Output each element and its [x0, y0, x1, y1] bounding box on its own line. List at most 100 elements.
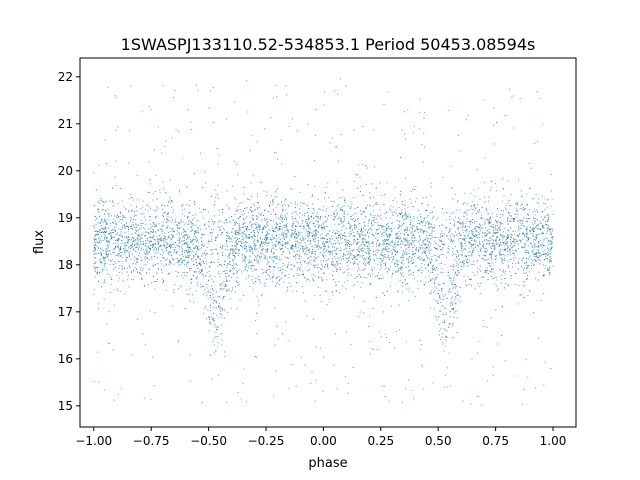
data-point	[183, 208, 185, 210]
data-point	[271, 226, 273, 228]
data-point	[119, 211, 121, 213]
data-point	[377, 264, 379, 266]
data-point	[449, 311, 451, 313]
data-point	[218, 262, 220, 264]
data-point	[336, 214, 338, 216]
data-point	[505, 209, 507, 211]
data-point	[517, 213, 519, 215]
data-point	[279, 222, 281, 224]
data-point	[525, 264, 527, 266]
data-point	[415, 248, 417, 250]
data-point	[128, 198, 130, 200]
data-point	[301, 240, 303, 241]
data-point	[382, 243, 384, 245]
data-point	[434, 290, 436, 292]
data-point	[496, 230, 498, 231]
data-point	[551, 246, 553, 248]
data-point	[198, 270, 200, 272]
data-point	[152, 265, 154, 267]
data-point	[171, 228, 173, 230]
data-point	[345, 240, 347, 242]
data-point	[449, 315, 451, 317]
data-point	[477, 250, 479, 252]
data-point	[496, 232, 497, 233]
data-point	[261, 256, 263, 258]
data-point	[125, 261, 127, 263]
data-point	[127, 236, 129, 238]
data-point	[225, 285, 227, 287]
data-point	[503, 241, 505, 243]
data-point	[509, 251, 511, 253]
data-point	[509, 219, 511, 221]
data-point	[521, 190, 522, 192]
data-point	[195, 224, 197, 226]
data-point	[408, 290, 410, 292]
data-point	[516, 216, 518, 218]
data-point	[127, 236, 129, 237]
data-point	[255, 260, 257, 262]
data-point	[428, 270, 429, 272]
data-point	[505, 282, 507, 284]
data-point	[242, 223, 244, 225]
data-point	[321, 268, 323, 270]
data-point	[465, 280, 467, 282]
data-point	[371, 215, 373, 217]
data-point	[412, 188, 413, 190]
data-point	[293, 265, 295, 266]
data-point	[322, 242, 324, 244]
data-point	[104, 265, 105, 267]
data-point	[361, 234, 363, 236]
data-point	[104, 220, 106, 222]
data-point	[327, 197, 329, 199]
data-point	[389, 228, 391, 230]
data-point	[387, 257, 389, 259]
data-point	[489, 237, 491, 239]
data-point	[258, 254, 260, 256]
data-point	[415, 201, 416, 203]
data-point	[429, 238, 431, 240]
data-point	[353, 235, 355, 237]
data-point	[101, 269, 103, 271]
data-point	[376, 252, 378, 254]
data-point	[231, 241, 233, 243]
data-point	[386, 233, 387, 235]
data-point	[126, 236, 127, 238]
data-point	[473, 240, 475, 242]
data-point	[446, 330, 448, 332]
data-point	[292, 223, 294, 224]
data-point	[425, 276, 427, 278]
data-point	[204, 257, 206, 259]
data-point	[228, 255, 230, 256]
data-point	[175, 244, 177, 246]
data-point	[367, 232, 369, 234]
data-point	[271, 230, 273, 231]
data-point	[506, 244, 508, 246]
data-point	[196, 264, 198, 266]
data-point	[185, 256, 186, 258]
data-point	[451, 304, 453, 306]
data-point	[114, 239, 116, 241]
data-point	[248, 276, 249, 278]
data-point	[239, 240, 241, 242]
data-point	[437, 274, 439, 276]
data-point	[150, 183, 151, 185]
data-point	[166, 247, 168, 249]
data-point	[275, 245, 277, 247]
data-point	[501, 235, 503, 237]
data-point	[406, 230, 408, 232]
data-point	[132, 221, 134, 223]
data-point	[150, 247, 151, 249]
data-point	[408, 271, 410, 273]
data-point	[157, 207, 159, 209]
data-point	[248, 259, 250, 261]
data-point	[524, 244, 526, 246]
data-point	[444, 233, 445, 235]
data-point	[308, 225, 310, 227]
data-point	[162, 257, 164, 259]
data-point	[229, 261, 231, 263]
data-point	[486, 267, 488, 269]
data-point	[431, 226, 433, 228]
data-point	[407, 262, 409, 264]
data-point	[181, 209, 183, 211]
data-point	[430, 249, 432, 251]
